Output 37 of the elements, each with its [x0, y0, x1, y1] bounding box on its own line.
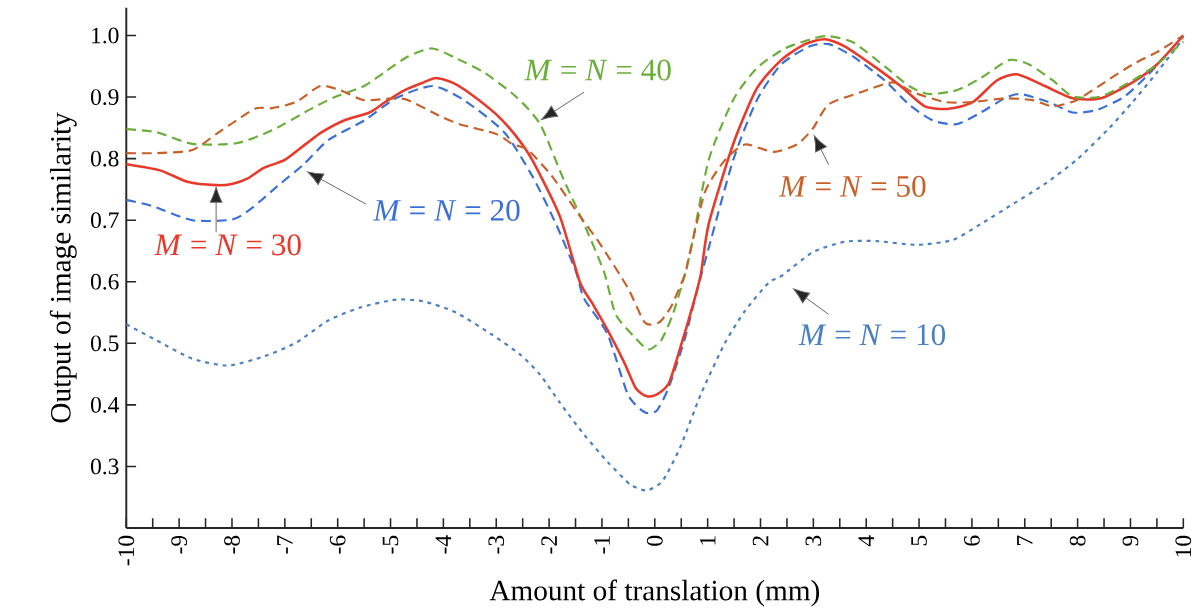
x-tick-label: -6	[329, 535, 346, 554]
x-tick-label: 1	[699, 536, 716, 545]
y-tick-label: 1.0	[92, 27, 119, 44]
series-label: M = N = 50	[778, 175, 926, 197]
y-axis-title: Output of image similarity	[49, 112, 77, 423]
y-tick-label: 0.4	[91, 396, 120, 413]
series-label: M = N = 30	[154, 234, 301, 256]
series-label: M = N = 20	[373, 199, 520, 221]
x-tick-label: 10	[1175, 535, 1192, 557]
x-tick-label: -4	[435, 535, 452, 554]
x-tick-label: -7	[277, 535, 293, 554]
x-tick-label: -5	[382, 535, 399, 554]
x-tick-label: -1	[594, 536, 610, 554]
x-tick-label: -10	[118, 535, 135, 566]
x-tick-label: 7	[1017, 535, 1033, 545]
x-tick-label: -3	[488, 535, 505, 554]
y-tick-label: 0.6	[91, 273, 119, 290]
x-tick-label: 4	[858, 535, 874, 547]
series-label: M = N = 10	[798, 324, 946, 346]
y-tick-label: 0.5	[91, 335, 119, 352]
x-tick-label: 6	[964, 535, 980, 546]
x-tick-label: -2	[541, 536, 557, 554]
x-tick-label: 5	[911, 535, 927, 546]
x-tick-label: 8	[1069, 535, 1086, 546]
x-tick-label: -8	[224, 535, 240, 554]
series-label: M = N = 40	[524, 59, 671, 81]
x-tick-label: -9	[171, 535, 187, 554]
y-tick-label: 0.7	[91, 212, 119, 229]
x-tick-label: 0	[646, 535, 663, 546]
x-tick-label: 2	[752, 536, 769, 546]
y-tick-label: 0.9	[91, 89, 119, 105]
line-series	[125, 37, 1185, 492]
x-axis-title: Amount of translation (mm)	[489, 579, 820, 607]
y-tick-label: 0.8	[91, 150, 119, 167]
y-tick-label: 0.3	[91, 458, 119, 475]
x-tick-label: 9	[1122, 535, 1139, 546]
x-tick-label: 3	[805, 535, 822, 546]
